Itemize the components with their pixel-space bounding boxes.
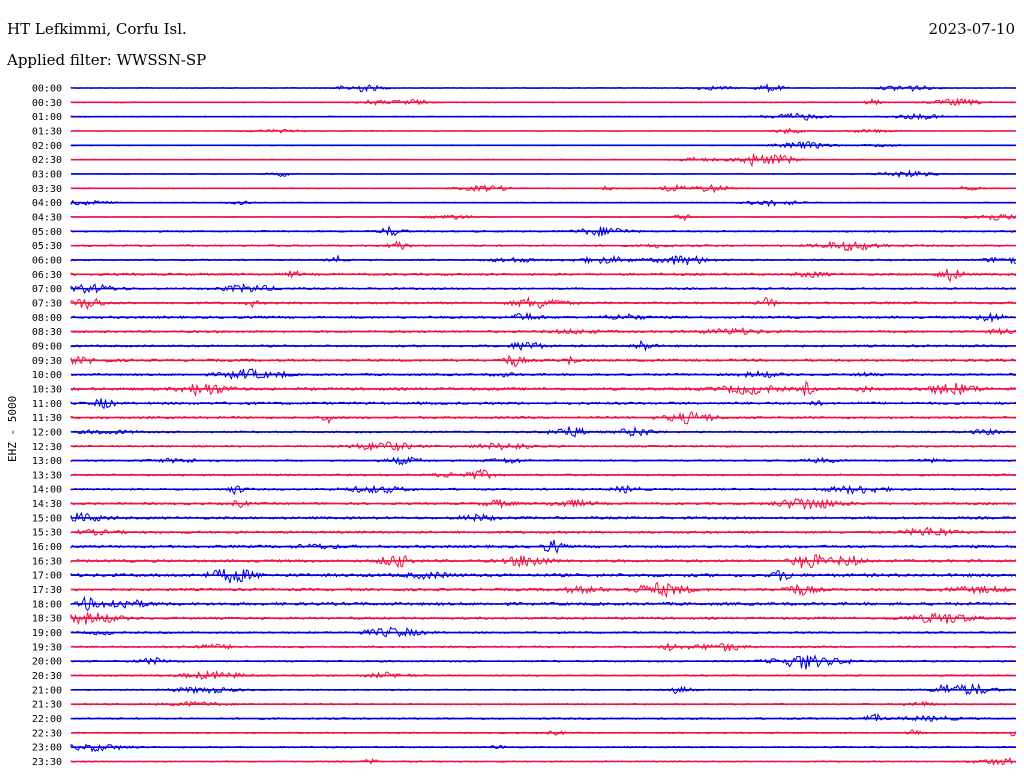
time-label: 14:00 [32,485,62,496]
time-label: 13:30 [32,470,62,481]
time-label: 06:00 [32,255,62,266]
time-label: 22:00 [32,714,62,725]
time-label: 11:30 [32,413,62,424]
record-date: 2023-07-10 [928,20,1015,38]
time-label: 17:30 [32,585,62,596]
trace-line [70,713,1017,722]
time-label: 01:30 [32,126,62,137]
time-label: 08:30 [32,327,62,338]
time-label: 19:30 [32,642,62,653]
time-label: 08:00 [32,313,62,324]
time-label: 06:30 [32,270,62,281]
time-label: 03:30 [32,184,62,195]
time-label: 16:30 [32,556,62,567]
trace-line [70,269,1017,283]
time-label: 17:00 [32,571,62,582]
time-label: 18:00 [32,599,62,610]
trace-group [70,83,1017,766]
station-title: HT Lefkimmi, Corfu Isl. [7,20,187,38]
time-label: 02:30 [32,155,62,166]
time-label: 07:30 [32,298,62,309]
time-label: 23:30 [32,757,62,768]
time-label: 23:00 [32,743,62,754]
time-label: 02:00 [32,141,62,152]
trace-line [70,654,1017,670]
trace-line [70,568,1017,584]
time-label: 10:30 [32,384,62,395]
time-label: 04:30 [32,212,62,223]
time-label: 05:30 [32,241,62,252]
time-label: 03:00 [32,169,62,180]
time-label: 00:00 [32,84,62,95]
time-label: 09:00 [32,341,62,352]
time-label: 07:00 [32,284,62,295]
filter-label: Applied filter: WWSSN-SP [7,51,207,69]
time-label: 11:00 [32,399,62,410]
time-label: 04:00 [32,198,62,209]
time-label: 21:00 [32,685,62,696]
time-label: 12:00 [32,427,62,438]
time-label: 21:30 [32,700,62,711]
time-label: 16:00 [32,542,62,553]
time-label: 13:00 [32,456,62,467]
time-label: 01:00 [32,112,62,123]
time-label: 12:30 [32,442,62,453]
time-label-group: 00:00 00:30 01:00 01:30 02:00 02:30 03:00 03:30… [32,84,62,769]
time-label: 22:30 [32,728,62,739]
time-label: 14:30 [32,499,62,510]
time-label: 05:00 [32,227,62,238]
time-label: 18:30 [32,614,62,625]
time-label: 15:30 [32,528,62,539]
time-label: 09:30 [32,356,62,367]
trace-line [70,354,1017,368]
time-label: 20:30 [32,671,62,682]
time-label: 15:00 [32,513,62,524]
trace-line [70,511,1017,522]
time-label: 10:00 [32,370,62,381]
time-label: 00:30 [32,98,62,109]
time-label: 19:00 [32,628,62,639]
time-label: 20:00 [32,657,62,668]
